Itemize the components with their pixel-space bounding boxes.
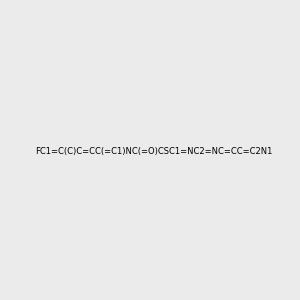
Text: FC1=C(C)C=CC(=C1)NC(=O)CSC1=NC2=NC=CC=C2N1: FC1=C(C)C=CC(=C1)NC(=O)CSC1=NC2=NC=CC=C2… bbox=[35, 147, 272, 156]
